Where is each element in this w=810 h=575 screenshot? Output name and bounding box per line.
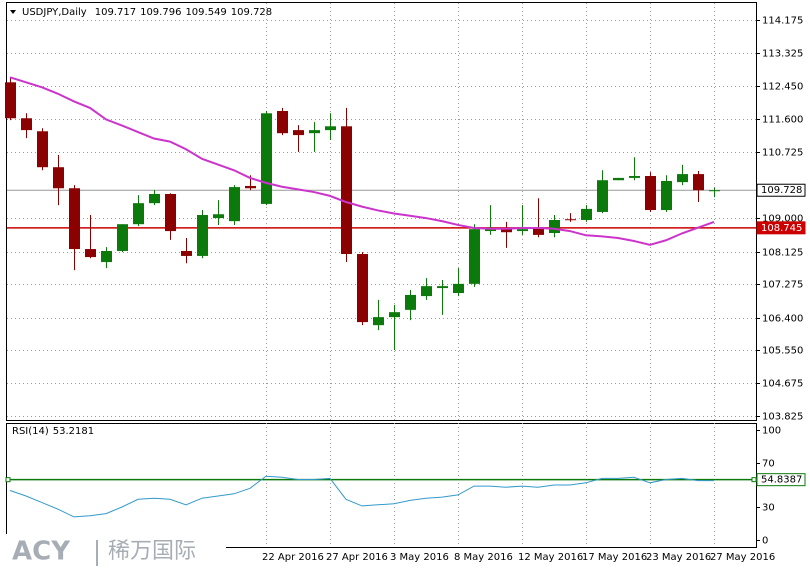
candle-body: [229, 187, 240, 222]
y-tick-label: 104.675: [762, 379, 803, 390]
rsi-line: [9, 475, 714, 518]
candle-body: [677, 174, 688, 183]
candle-body: [645, 176, 656, 211]
candle-body: [357, 254, 368, 323]
y-tick-label: 112.450: [762, 82, 803, 93]
moving-average: [9, 76, 715, 246]
y-tick-label: 103.825: [762, 412, 803, 423]
last-open: 109.717: [95, 7, 136, 18]
candle-body: [21, 118, 32, 131]
chart-header: USDJPY,Daily 109.717 109.796 109.549 109.728: [22, 7, 272, 18]
candle-body: [613, 177, 624, 181]
x-tick-label: 27 May 2016: [710, 552, 775, 563]
candle-body: [421, 286, 432, 297]
candle-body: [469, 229, 480, 284]
last-high: 109.796: [140, 7, 181, 18]
y-tick-label: 107.275: [762, 280, 803, 291]
x-tick-label: 23 May 2016: [646, 552, 711, 563]
candle-body: [501, 229, 512, 233]
y-tick-label: 106.400: [762, 314, 803, 325]
candle-body: [341, 126, 352, 255]
main-pane-frame: [6, 2, 757, 421]
y-tick-label: 30: [762, 503, 775, 514]
y-tick-label: 110.725: [762, 148, 803, 159]
x-tick-label: 17 May 2016: [582, 552, 647, 563]
candle-body: [181, 250, 192, 256]
candle-body: [245, 185, 256, 189]
candle-body: [277, 110, 288, 134]
candle-body: [565, 219, 576, 221]
candle-body: [405, 294, 416, 310]
candle-body: [581, 208, 592, 220]
x-tick-label: 3 May 2016: [390, 552, 449, 563]
menu-arrow: [10, 10, 16, 14]
candle-body: [453, 283, 464, 294]
candle-body: [533, 228, 544, 235]
x-tick-label: 27 Apr 2016: [326, 552, 388, 563]
candle-body: [709, 190, 720, 192]
rsi-level-box: [756, 473, 806, 487]
y-tick-label: 0: [762, 536, 768, 547]
rsi-header: RSI(14) 53.2181: [12, 426, 94, 437]
candle-body: [693, 174, 704, 191]
candle-body: [117, 224, 128, 251]
x-tick-label: 22 Apr 2016: [262, 552, 324, 563]
candle-body: [165, 193, 176, 232]
candle-body: [597, 180, 608, 212]
candle-body: [389, 312, 400, 318]
candle-body: [549, 219, 560, 233]
y-tick-label: 105.550: [762, 346, 803, 357]
candle-body: [325, 126, 336, 131]
candle-body: [53, 167, 64, 189]
candle-body: [101, 250, 112, 263]
hline-box: [756, 221, 806, 235]
candle-body: [517, 229, 528, 232]
symbol: USDJPY,Daily: [22, 7, 87, 18]
candle-body: [261, 113, 272, 204]
watermark-name: 稀万国际: [108, 539, 196, 564]
rsi-level-marker-left: [5, 477, 11, 483]
candle-body: [213, 214, 224, 219]
x-tick-label: 12 May 2016: [518, 552, 583, 563]
candle-body: [437, 286, 448, 289]
candle-body: [37, 131, 48, 168]
candle-body: [373, 317, 384, 326]
y-tick-label: 111.600: [762, 115, 803, 126]
candle-body: [661, 180, 672, 211]
candle-body: [133, 203, 144, 225]
candle-body: [309, 130, 320, 134]
rsi-level-marker-right: [751, 477, 757, 483]
candle-body: [85, 249, 96, 258]
candle-body: [197, 215, 208, 256]
current-price-box: [756, 183, 806, 197]
watermark-brand: ACY: [12, 537, 71, 567]
rsi-title: RSI(14): [12, 426, 49, 437]
rsi-current: 53.2181: [53, 426, 94, 437]
hline-label: 108.745: [761, 223, 802, 234]
last-close: 109.728: [231, 7, 272, 18]
y-tick-label: 113.325: [762, 49, 803, 60]
current-price-label: 109.728: [761, 185, 802, 196]
candle-body: [149, 193, 160, 204]
y-tick-label: 109.000: [762, 214, 803, 225]
candle-body: [5, 82, 16, 119]
watermark-bg: [0, 534, 226, 575]
candle-body: [293, 130, 304, 136]
rsi-level-label: 54.8387: [761, 475, 802, 486]
y-tick-label: 114.175: [762, 16, 803, 27]
y-tick-label: 108.125: [762, 248, 803, 259]
candle-body: [629, 176, 640, 178]
x-tick-label: 8 May 2016: [454, 552, 513, 563]
last-low: 109.549: [185, 7, 226, 18]
y-tick-label: 70: [762, 459, 775, 470]
y-tick-label: 100: [762, 426, 781, 437]
candle-body: [69, 188, 80, 250]
